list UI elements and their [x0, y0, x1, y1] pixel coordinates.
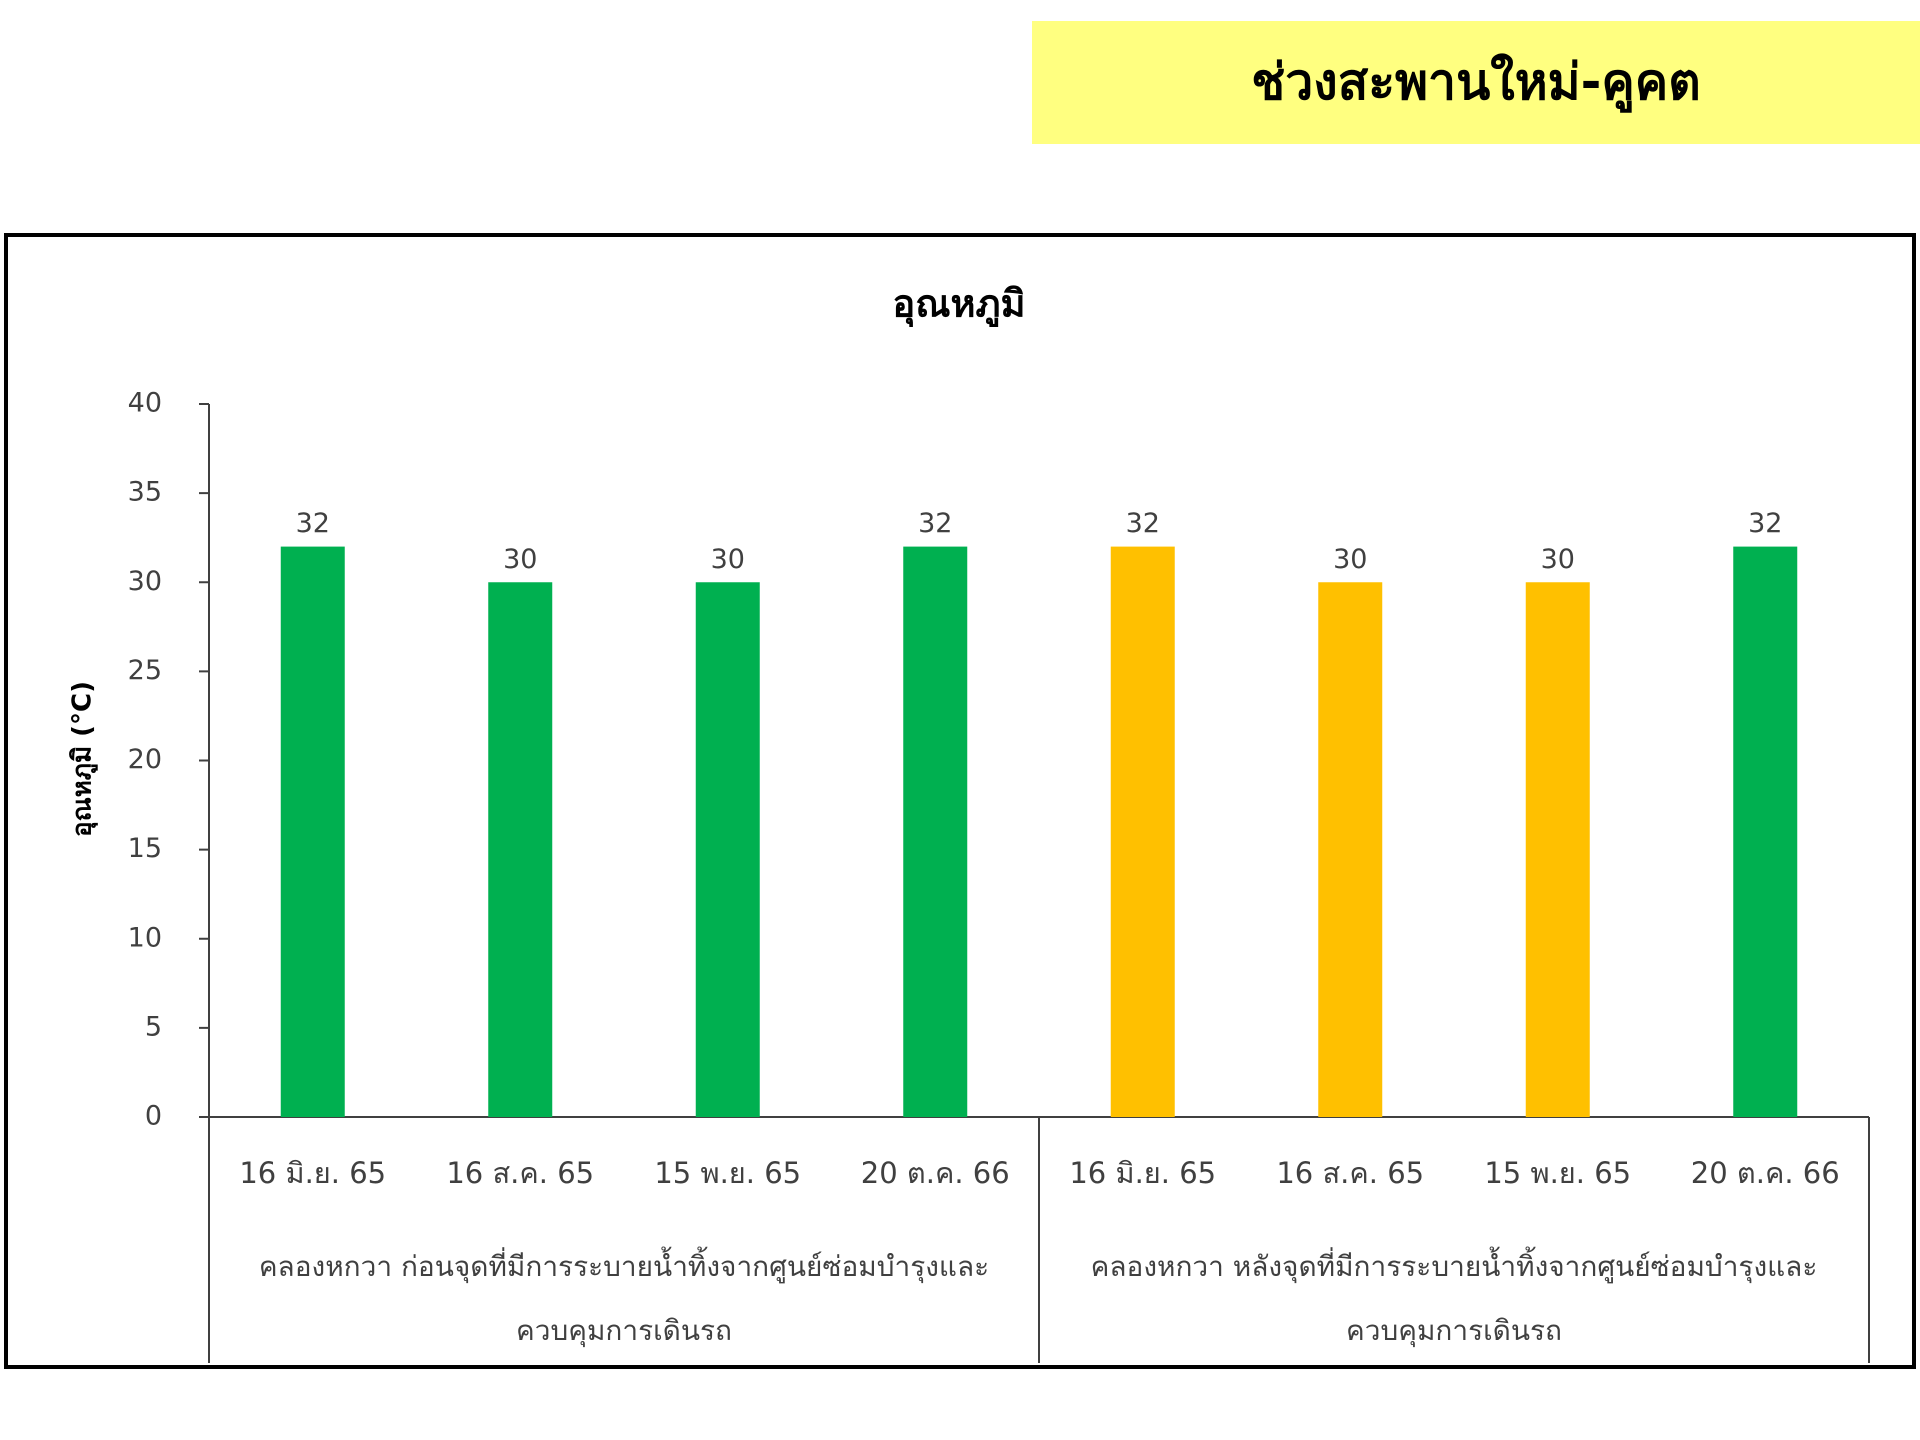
data-label: 30 [1541, 544, 1575, 575]
data-label: 32 [296, 508, 330, 539]
x-tick-label: 16 ส.ค. 65 [1276, 1156, 1424, 1190]
bar [695, 582, 760, 1117]
y-tick-label: 35 [128, 477, 162, 508]
data-label: 30 [711, 544, 745, 575]
x-tick-label: 16 มิ.ย. 65 [239, 1156, 386, 1190]
data-label: 32 [1126, 508, 1160, 539]
group-label: คลองหกวา หลังจุดที่มีการระบายน้ำทิ้งจากศ… [1090, 1250, 1818, 1347]
x-tick-label: 16 มิ.ย. 65 [1069, 1156, 1216, 1190]
x-tick-label: 15 พ.ย. 65 [654, 1156, 801, 1190]
y-tick-label: 25 [128, 655, 162, 686]
x-tick-label: 16 ส.ค. 65 [446, 1156, 594, 1190]
y-tick-label: 0 [145, 1101, 162, 1132]
bar [488, 582, 553, 1117]
data-label: 32 [918, 508, 952, 539]
banner-title: ช่วงสะพานใหม่-คูคต [1032, 21, 1920, 144]
bar [280, 546, 345, 1117]
y-tick-label: 30 [128, 566, 162, 597]
y-tick-label: 5 [145, 1011, 162, 1042]
y-tick-label: 40 [128, 388, 162, 419]
y-tick-label: 10 [128, 922, 162, 953]
data-label: 30 [503, 544, 537, 575]
chart-frame [4, 233, 1916, 1369]
y-axis-label: อุณหภูมิ (°C) [68, 681, 99, 837]
group-label: คลองหกวา ก่อนจุดที่มีการระบายน้ำทิ้งจากศ… [258, 1250, 990, 1347]
bar [903, 546, 968, 1117]
bar [1318, 582, 1383, 1117]
bar [1110, 546, 1175, 1117]
x-tick-label: 20 ต.ค. 66 [861, 1156, 1010, 1190]
y-tick-label: 20 [128, 744, 162, 775]
data-label: 32 [1748, 508, 1782, 539]
x-tick-label: 15 พ.ย. 65 [1484, 1156, 1631, 1190]
x-tick-label: 20 ต.ค. 66 [1691, 1156, 1840, 1190]
bar [1733, 546, 1798, 1117]
data-label: 30 [1333, 544, 1367, 575]
chart-title: อุณหภูมิ [892, 282, 1025, 328]
y-tick-label: 15 [128, 833, 162, 864]
bar [1525, 582, 1590, 1117]
